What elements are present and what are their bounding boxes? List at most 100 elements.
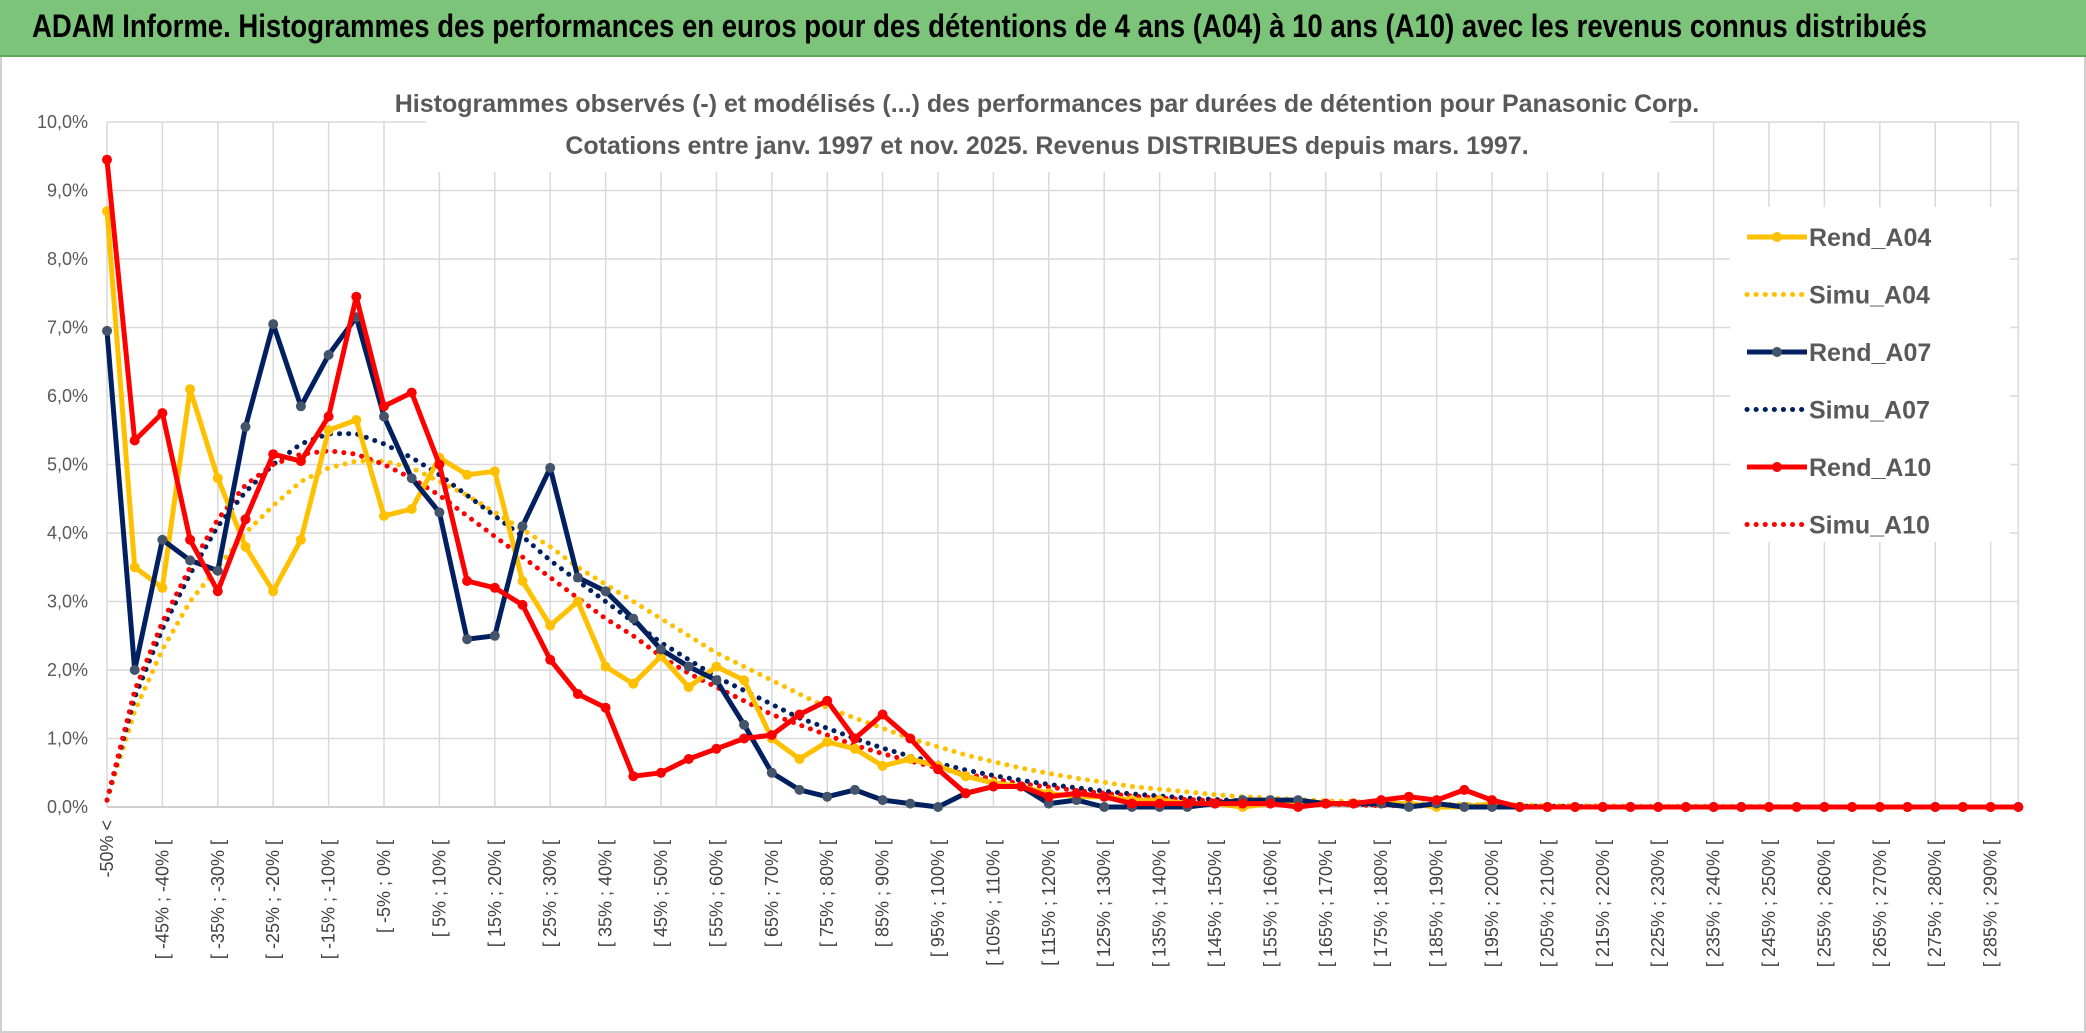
data-point-rend_a04 <box>628 678 639 689</box>
data-point-rend_a10 <box>1957 802 1968 812</box>
data-point-rend_a10 <box>1791 802 1802 812</box>
data-point-rend_a04 <box>295 534 306 545</box>
y-tick-label: 9,0% <box>47 181 88 201</box>
report-banner: ADAM Informe. Histogrammes des performan… <box>0 0 2086 57</box>
data-point-rend_a07 <box>600 586 611 597</box>
data-point-rend_a04 <box>545 620 556 631</box>
x-tick-label: [ 115% ; 120% [ <box>1039 840 1059 966</box>
x-tick-label: [ -15% ; -10% [ <box>319 840 339 959</box>
data-point-rend_a10 <box>572 689 583 699</box>
data-point-rend_a07 <box>157 534 168 545</box>
data-point-rend_a10 <box>1320 798 1331 809</box>
data-point-rend_a10 <box>1736 802 1747 812</box>
x-tick-label: [ -25% ; -20% [ <box>263 840 283 959</box>
data-point-rend_a10 <box>1487 795 1497 806</box>
y-tick-label: 3,0% <box>47 592 88 612</box>
data-point-rend_a10 <box>739 733 750 744</box>
chart-subtitle: Cotations entre janv. 1997 et nov. 2025.… <box>565 132 1528 160</box>
data-point-rend_a04 <box>212 473 223 484</box>
data-point-rend_a04 <box>129 562 140 573</box>
x-tick-label: [ 275% ; 280% [ <box>1925 840 1945 967</box>
data-point-rend_a10 <box>240 514 251 525</box>
data-point-rend_a10 <box>102 154 112 165</box>
data-point-rend_a07 <box>517 521 528 532</box>
data-point-rend_a07 <box>849 784 860 795</box>
data-point-rend_a07 <box>129 665 140 675</box>
y-axis-ticks: 0,0% 1,0% 2,0% 3,0% 4,0% 5,0% 6,0% 7,0% 8,0% 9,0%… <box>37 112 88 817</box>
data-point-rend_a10 <box>1237 798 1248 809</box>
data-point-rend_a10 <box>905 733 916 744</box>
data-point-rend_a07 <box>1487 802 1497 812</box>
data-point-rend_a07 <box>489 630 500 641</box>
x-tick-label: [ 265% ; 270% [ <box>1870 840 1890 967</box>
data-point-rend_a10 <box>988 781 999 792</box>
legend-label-rend_a07: Rend_A07 <box>1809 339 1931 367</box>
y-tick-label: 6,0% <box>47 386 88 406</box>
x-tick-label: [ 285% ; 290% [ <box>1981 840 2001 967</box>
x-tick-label: [ -45% ; -40% [ <box>152 840 172 959</box>
data-point-rend_a04 <box>489 466 500 477</box>
data-point-rend_a04 <box>822 736 833 747</box>
x-tick-label: [ 225% ; 230% [ <box>1648 840 1668 967</box>
data-point-rend_a07 <box>822 791 833 802</box>
data-point-rend_a04 <box>406 504 417 514</box>
data-point-rend_a10 <box>628 771 639 782</box>
data-point-rend_a10 <box>379 401 389 412</box>
data-point-rend_a07 <box>379 411 389 422</box>
data-point-rend_a07 <box>683 661 694 672</box>
data-point-rend_a10 <box>268 449 279 460</box>
data-point-rend_a04 <box>849 743 860 754</box>
x-tick-label: [ 165% ; 170% [ <box>1316 840 1336 967</box>
x-axis-ticks: -50% < [ -45% ; -40% [[ -35% ; -30% [[ -2… <box>97 820 2001 967</box>
data-point-rend_a10 <box>1043 791 1054 802</box>
data-point-rend_a04 <box>739 675 750 686</box>
data-point-rend_a10 <box>545 654 556 665</box>
data-point-rend_a10 <box>351 291 362 302</box>
data-point-rend_a10 <box>1764 802 1774 812</box>
data-point-rend_a10 <box>766 730 777 741</box>
data-point-rend_a10 <box>600 702 611 713</box>
data-point-rend_a10 <box>517 599 528 610</box>
data-point-rend_a07 <box>545 462 556 473</box>
data-point-rend_a10 <box>1653 802 1664 812</box>
data-point-rend_a04 <box>157 582 168 593</box>
x-tick-label: [ 85% ; 90% [ <box>873 840 893 947</box>
data-point-rend_a10 <box>960 788 971 799</box>
data-point-rend_a07 <box>406 473 417 484</box>
data-point-rend_a10 <box>129 435 140 446</box>
data-point-rend_a07 <box>766 767 777 778</box>
data-point-rend_a10 <box>1708 802 1719 812</box>
y-tick-label: 8,0% <box>47 249 88 269</box>
y-tick-label: 10,0% <box>37 112 88 132</box>
data-point-rend_a10 <box>1570 802 1581 812</box>
x-tick-label: [ 145% ; 150% [ <box>1205 840 1225 967</box>
x-tick-label: [ 65% ; 70% [ <box>762 840 782 947</box>
data-point-rend_a10 <box>1874 802 1885 812</box>
data-point-rend_a10 <box>1265 798 1276 809</box>
data-point-rend_a10 <box>1930 802 1941 812</box>
data-point-rend_a10 <box>1126 798 1137 809</box>
data-point-rend_a07 <box>933 802 943 812</box>
x-tick-label: [ 195% ; 200% [ <box>1482 840 1502 967</box>
data-point-rend_a10 <box>822 695 833 706</box>
data-point-rend_a07 <box>268 319 279 330</box>
x-tick-label: [ 55% ; 60% [ <box>706 840 726 947</box>
data-point-rend_a10 <box>1210 798 1220 809</box>
data-point-rend_a07 <box>212 565 223 576</box>
legend: Rend_A04 Simu_A04 Rend_A07 Simu_A07 Rend_A10… <box>1730 207 2010 542</box>
y-tick-label: 0,0% <box>47 797 88 817</box>
data-point-rend_a04 <box>960 771 971 782</box>
data-point-rend_a10 <box>933 764 943 775</box>
x-tick-label: [ -5% ; 0% [ <box>374 840 394 933</box>
series-line-rend_a10 <box>104 159 2019 810</box>
x-tick-label: [ 245% ; 250% [ <box>1759 840 1779 967</box>
data-point-rend_a10 <box>489 582 500 593</box>
legend-label-rend_a04: Rend_A04 <box>1809 224 1931 252</box>
data-point-rend_a07 <box>656 644 666 655</box>
x-tick-label: [ 25% ; 30% [ <box>540 840 560 947</box>
data-point-rend_a04 <box>379 510 389 521</box>
data-point-rend_a04 <box>351 415 362 425</box>
x-tick-label: [ 185% ; 190% [ <box>1427 840 1447 967</box>
